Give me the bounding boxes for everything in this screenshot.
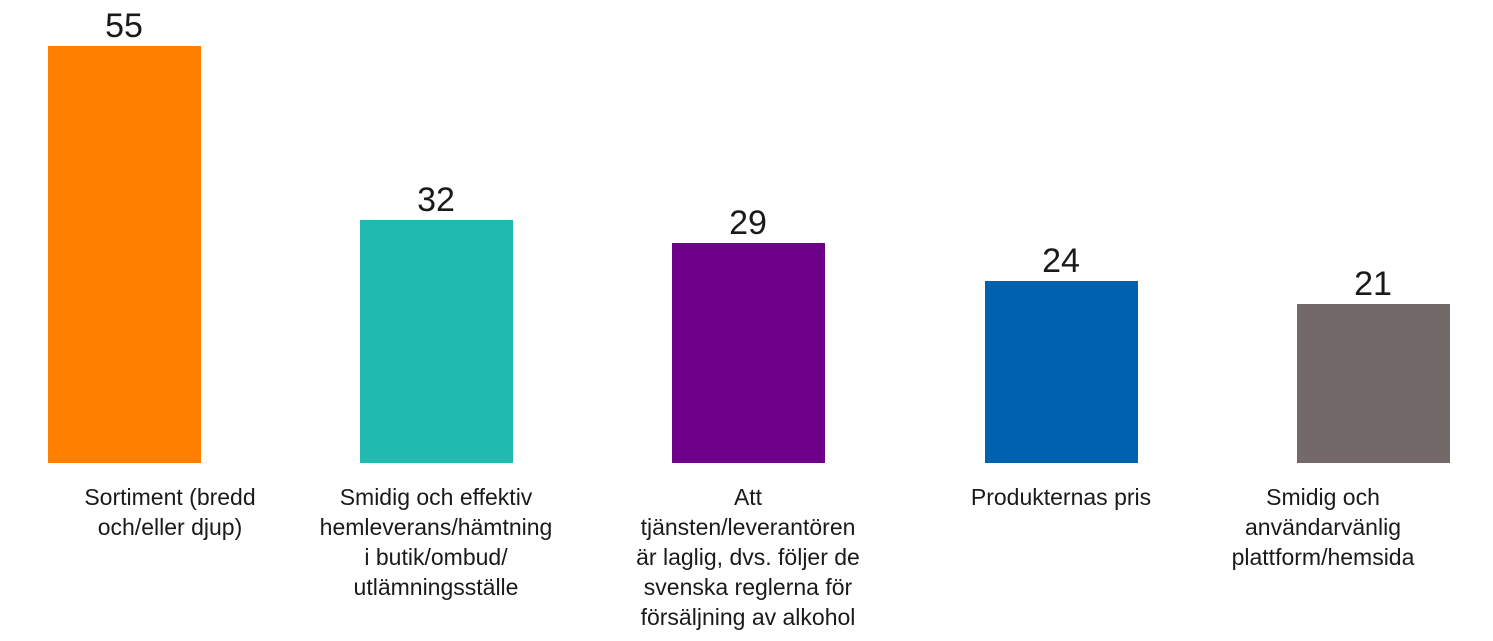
category-label-2: Smidig och effektiv hemleverans/hämtning… [319,484,553,600]
bar-5 [1296,303,1450,463]
bar-value-label-3: 29 [729,204,767,243]
bar-value-label-1: 55 [105,7,143,45]
bar-3 [671,243,825,463]
bar-2 [359,220,513,463]
bar-value-label-2: 32 [417,181,455,220]
bar-value-label-5: 21 [1354,264,1392,303]
category-label-3: Att tjänsten/leverantören är laglig, dvs… [636,484,860,630]
bar-1 [47,46,201,463]
category-label-5: Smidig och användarvänlig plattform/hems… [1231,484,1415,570]
bar-value-label-4: 24 [1042,242,1080,281]
bar-4 [984,281,1138,463]
category-label-1: Sortiment (bredd och/eller djup) [84,484,256,540]
category-label-4: Produkternas pris [970,484,1152,510]
